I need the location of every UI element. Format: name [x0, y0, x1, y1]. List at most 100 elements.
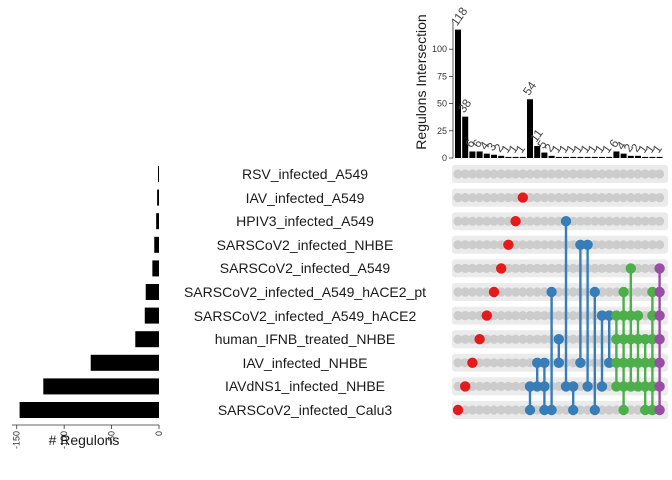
intersection-bar: [591, 156, 598, 158]
matrix-filled-dot: [611, 334, 622, 345]
matrix-empty-dot: [525, 334, 535, 344]
intersection-bar: [505, 156, 512, 158]
matrix-empty-dot: [482, 334, 492, 344]
intersection-bar: [620, 153, 627, 158]
matrix-empty-dot: [467, 311, 477, 321]
matrix-empty-dot: [539, 287, 550, 297]
matrix-filled-dot: [618, 381, 629, 392]
matrix-empty-dot: [568, 169, 578, 179]
matrix-filled-dot: [524, 404, 536, 416]
set-size-bar: [154, 236, 159, 253]
intersection-matrix: [452, 169, 665, 416]
intersection-axis-label: Regulons Intersection: [413, 14, 429, 149]
matrix-filled-dot: [640, 381, 651, 392]
matrix-filled-dot: [647, 310, 658, 321]
matrix-empty-dot: [525, 358, 535, 368]
matrix-empty-dot: [475, 193, 485, 203]
matrix-empty-dot: [482, 287, 492, 297]
set-size-bar: [19, 402, 159, 418]
matrix-filled-dot: [539, 404, 550, 416]
matrix-empty-dot: [460, 405, 470, 415]
matrix-empty-dot: [489, 240, 499, 250]
matrix-empty-dot: [604, 169, 614, 179]
intersection-bar: [498, 155, 505, 158]
matrix-empty-dot: [597, 169, 607, 179]
matrix-empty-dot: [611, 263, 622, 273]
matrix-empty-dot: [482, 193, 492, 203]
matrix-empty-dot: [626, 193, 636, 203]
matrix-empty-dot: [604, 405, 614, 415]
matrix-empty-dot: [647, 193, 658, 203]
intersection-bar: [483, 153, 490, 158]
matrix-empty-dot: [633, 216, 643, 226]
matrix-filled-dot: [632, 357, 644, 368]
set-size-bar: [144, 307, 159, 324]
matrix-empty-dot: [554, 381, 564, 391]
intersection-bar: [627, 155, 634, 158]
matrix-filled-dot: [632, 381, 644, 392]
matrix-empty-dot: [647, 216, 658, 226]
matrix-filled-dot: [582, 381, 593, 392]
matrix-empty-dot: [590, 216, 600, 226]
matrix-empty-dot: [489, 334, 499, 344]
matrix-empty-dot: [496, 216, 506, 226]
matrix-empty-dot: [518, 169, 528, 179]
matrix-empty-dot: [619, 216, 629, 226]
intersection-tick-label: 50: [437, 99, 447, 109]
matrix-filled-dot: [496, 263, 507, 274]
matrix-filled-dot: [625, 334, 636, 345]
intersection-bar: [534, 146, 541, 158]
matrix-empty-dot: [568, 334, 578, 344]
matrix-empty-dot: [518, 334, 528, 344]
intersection-bar: [656, 156, 663, 158]
matrix-empty-dot: [532, 193, 542, 203]
matrix-filled-dot: [625, 381, 636, 392]
matrix-empty-dot: [539, 193, 550, 203]
matrix-empty-dot: [489, 405, 499, 415]
matrix-empty-dot: [583, 216, 593, 226]
matrix-empty-dot: [655, 193, 665, 203]
set-size-bar: [156, 213, 159, 230]
matrix-empty-dot: [547, 169, 557, 179]
matrix-empty-dot: [467, 216, 477, 226]
matrix-filled-dot: [618, 286, 629, 298]
matrix-filled-dot: [481, 310, 492, 321]
matrix-empty-dot: [611, 405, 622, 415]
matrix-filled-dot: [532, 381, 543, 392]
matrix-empty-dot: [453, 311, 463, 321]
matrix-filled-dot: [568, 404, 579, 416]
matrix-empty-dot: [547, 263, 557, 273]
matrix-empty-dot: [597, 405, 607, 415]
matrix-filled-dot: [611, 310, 622, 321]
matrix-empty-dot: [640, 216, 650, 226]
matrix-empty-dot: [568, 193, 578, 203]
matrix-empty-dot: [647, 263, 658, 273]
matrix-filled-dot: [589, 286, 600, 298]
set-size-bar: [158, 166, 159, 182]
matrix-empty-dot: [568, 240, 578, 250]
matrix-filled-dot: [611, 381, 622, 392]
matrix-empty-dot: [453, 287, 463, 297]
matrix-empty-dot: [547, 240, 557, 250]
matrix-empty-dot: [475, 287, 485, 297]
matrix-filled-dot: [596, 381, 608, 392]
matrix-empty-dot: [611, 169, 622, 179]
matrix-empty-dot: [604, 381, 614, 391]
matrix-empty-dot: [611, 193, 622, 203]
matrix-empty-dot: [604, 193, 614, 203]
matrix-filled-dot: [618, 404, 629, 416]
intersection-bar: [649, 156, 656, 158]
matrix-empty-dot: [503, 263, 513, 273]
intersection-value-label: 118: [448, 4, 471, 28]
matrix-empty-dot: [575, 169, 586, 179]
matrix-empty-dot: [619, 240, 629, 250]
set-size-tick-label: -100: [59, 431, 69, 449]
matrix-filled-dot: [589, 404, 600, 416]
matrix-empty-dot: [510, 240, 521, 250]
matrix-filled-dot: [575, 239, 586, 250]
matrix-empty-dot: [590, 263, 600, 273]
intersection-tick-label: 75: [437, 71, 447, 81]
matrix-filled-dot: [503, 239, 514, 250]
matrix-empty-dot: [467, 405, 477, 415]
matrix-filled-dot: [539, 381, 550, 392]
